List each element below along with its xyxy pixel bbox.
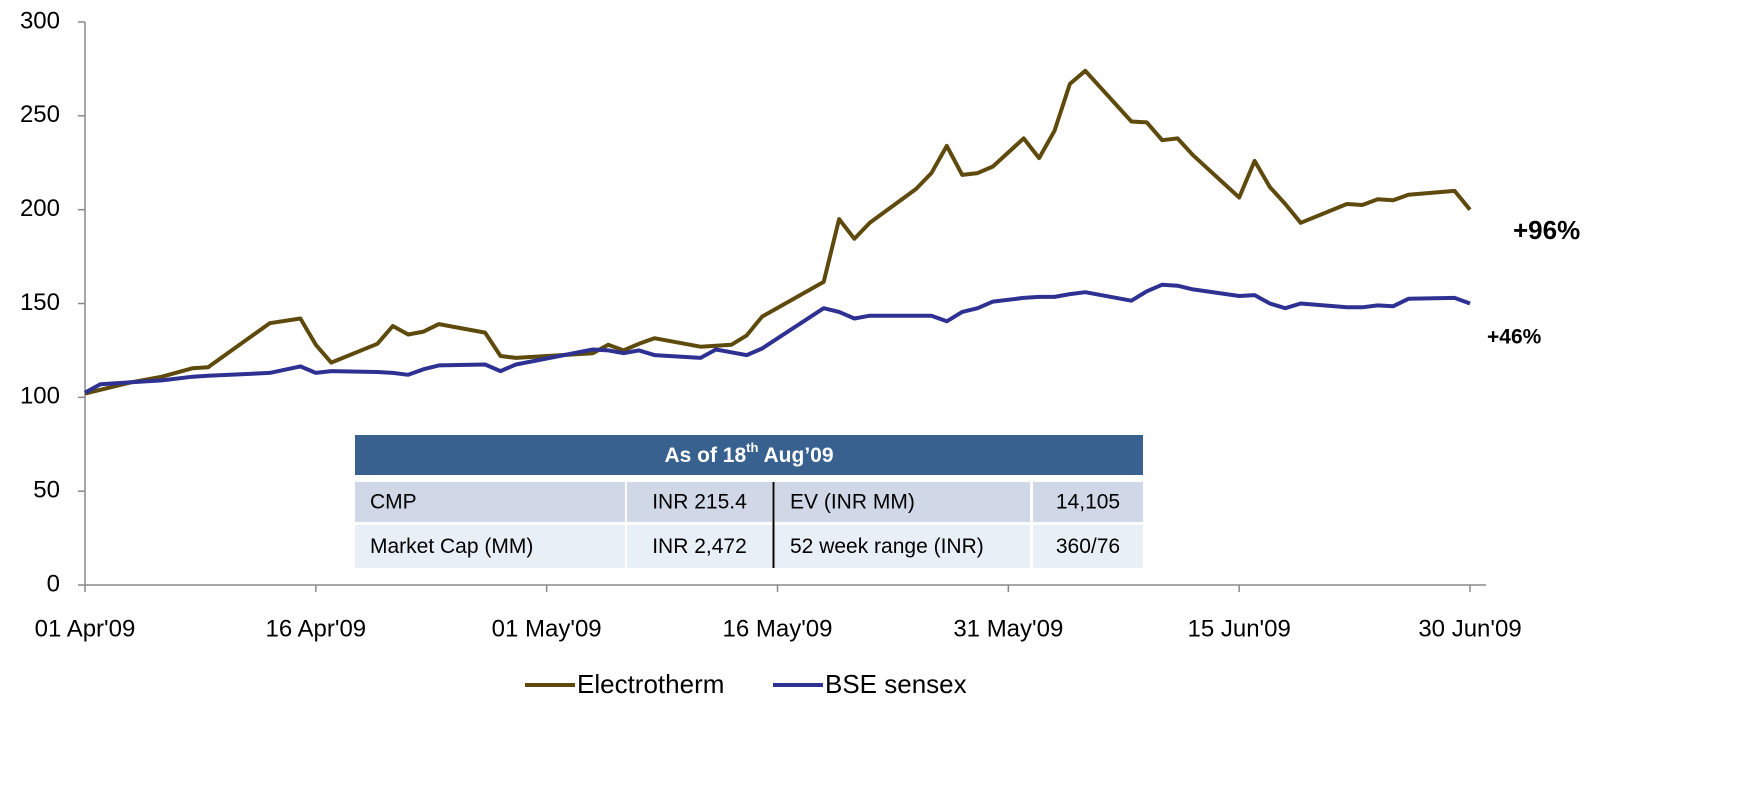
- legend-label: BSE sensex: [825, 669, 967, 699]
- series-line: [84, 68, 1472, 396]
- y-tick-label: 300: [20, 7, 60, 34]
- x-tick-label: 01 May'09: [492, 615, 602, 642]
- x-tick-label: 30 Jun'09: [1418, 615, 1521, 642]
- info-table: As of 18th Aug’09 CMP INR 215.4 EV (INR MM)…: [355, 435, 1143, 568]
- table-cell: [355, 525, 625, 568]
- table-cell-text: CMP: [370, 491, 417, 514]
- table-cell-text: 52 week range (INR): [790, 535, 984, 558]
- x-tick-label: 16 Apr'09: [265, 615, 366, 642]
- y-tick-label: 50: [33, 477, 60, 504]
- table-cell: [1033, 525, 1143, 568]
- table-title: As of 18th Aug’09: [664, 440, 833, 466]
- x-tick-label: 31 May'09: [953, 615, 1063, 642]
- table-cell: [627, 525, 772, 568]
- y-tick-label: 100: [20, 383, 60, 410]
- legend-label: Electrotherm: [577, 669, 724, 699]
- table-cell: [355, 482, 625, 522]
- table-cell: [775, 482, 1030, 522]
- table-cell-text: Market Cap (MM): [370, 535, 533, 558]
- table-cell: [1033, 482, 1143, 522]
- table-cell-text: 360/76: [1056, 535, 1120, 558]
- x-tick-label: 15 Jun'09: [1187, 615, 1290, 642]
- y-tick-label: 250: [20, 101, 60, 128]
- y-tick-label: 200: [20, 195, 60, 222]
- y-tick-label: 150: [20, 289, 60, 316]
- table-cell: [627, 482, 772, 522]
- table-cell-text: INR 2,472: [652, 535, 747, 558]
- x-tick-label: 16 May'09: [723, 615, 833, 642]
- table-title-part: As of 18: [664, 444, 746, 467]
- table-cell-text: INR 215.4: [652, 491, 747, 514]
- table-title-part: th: [746, 440, 758, 455]
- y-tick-label: 0: [47, 570, 60, 597]
- annotation: +96%: [1513, 215, 1580, 245]
- table-title-part: Aug’09: [758, 444, 833, 467]
- table-header: [355, 435, 1143, 475]
- table-cell-text: 14,105: [1056, 491, 1120, 514]
- annotation: +46%: [1487, 326, 1542, 349]
- table-cell-text: EV (INR MM): [790, 491, 915, 514]
- x-tick-label: 01 Apr'09: [35, 615, 136, 642]
- table-cell: [775, 525, 1030, 568]
- series-line: [84, 282, 1471, 395]
